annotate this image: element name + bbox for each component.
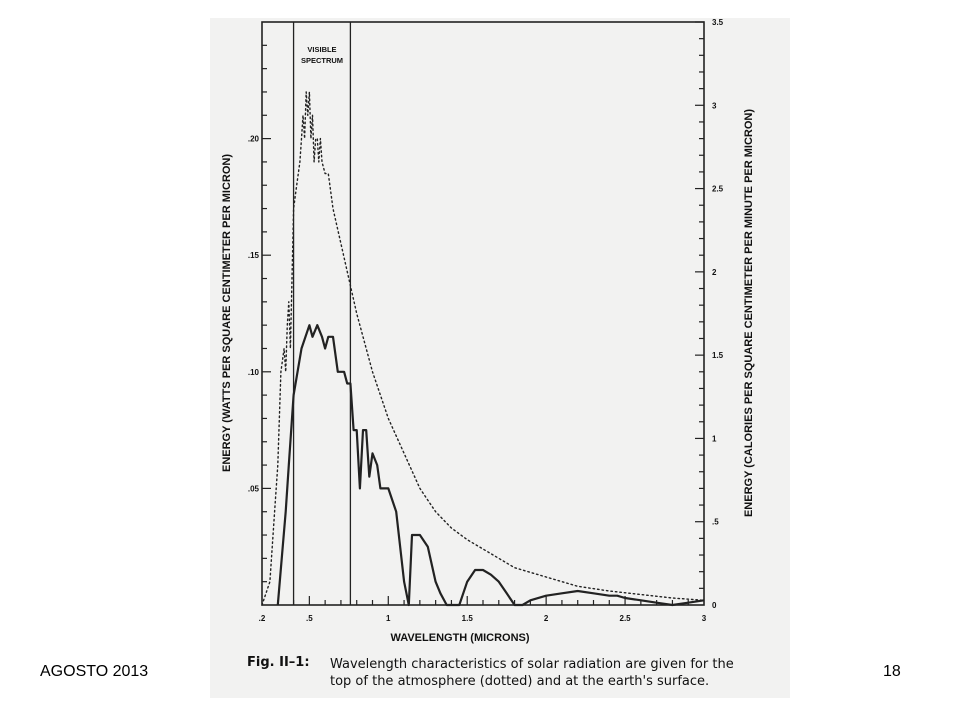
slide-page-number: 18 [883, 663, 901, 680]
x-axis-label: WAVELENGTH (MICRONS) [390, 632, 529, 644]
x-tick-label: 2 [544, 614, 549, 623]
y-right-tick-label: 0 [712, 601, 717, 610]
y-right-tick-label: 3.5 [712, 18, 724, 27]
y-axis-right-label: ENERGY (CALORIES PER SQUARE CENTIMETER P… [743, 109, 755, 517]
x-axis: .2 .5 1 1.5 2 2.5 3 [259, 596, 707, 623]
x-tick-label: .2 [259, 614, 266, 623]
band-label-line2: SPECTRUM [301, 56, 343, 65]
x-tick-label: .5 [306, 614, 313, 623]
y-axis-right: 0 .5 1 1.5 2 2.5 3 3.5 [695, 18, 724, 610]
footer-date: AGOSTO 2013 [40, 663, 149, 680]
y-right-tick-label: 3 [712, 101, 717, 110]
figure-caption-label: Fig. II–1: [247, 655, 310, 670]
y-axis-left-label: ENERGY (WATTS PER SQUARE CENTIMETER PER … [221, 154, 233, 472]
y-axis-left: .05 .10 .15 .20 [248, 44, 271, 583]
series-top-of-atmosphere-dotted [261, 91, 705, 606]
x-tick-label: 1.5 [462, 614, 474, 623]
plot-frame [261, 21, 705, 606]
x-tick-label: 2.5 [620, 614, 632, 623]
figure-caption-text: Wavelength characteristics of solar radi… [330, 657, 734, 689]
y-left-tick-label: .05 [248, 484, 260, 493]
band-label-line1: VISIBLE [307, 45, 336, 54]
y-left-tick-label: .10 [248, 368, 260, 377]
series-group [261, 91, 705, 607]
y-right-tick-label: 2 [712, 268, 717, 277]
y-right-tick-label: .5 [712, 518, 719, 527]
series-earth-surface-solid [276, 324, 705, 607]
visible-spectrum-band: VISIBLE SPECTRUM [292, 22, 352, 605]
x-tick-label: 1 [386, 614, 391, 623]
y-right-tick-label: 1 [712, 434, 717, 443]
y-left-tick-label: .15 [248, 251, 260, 260]
y-right-tick-label: 1.5 [712, 351, 724, 360]
x-tick-label: 3 [702, 614, 707, 623]
y-left-tick-label: .20 [248, 135, 260, 144]
y-right-tick-label: 2.5 [712, 185, 724, 194]
